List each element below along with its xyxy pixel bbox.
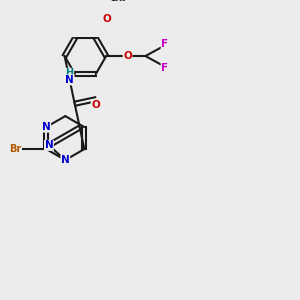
Text: N: N — [61, 155, 70, 165]
Text: F: F — [161, 39, 168, 49]
Text: O: O — [91, 100, 100, 110]
Text: O: O — [123, 51, 132, 61]
Text: N: N — [42, 122, 51, 132]
Text: CH₃: CH₃ — [110, 0, 127, 3]
Text: N: N — [45, 140, 53, 150]
Text: Br: Br — [9, 144, 22, 154]
Text: N: N — [65, 75, 74, 85]
Text: H: H — [66, 68, 74, 78]
Text: O: O — [102, 14, 111, 25]
Text: F: F — [161, 63, 168, 73]
